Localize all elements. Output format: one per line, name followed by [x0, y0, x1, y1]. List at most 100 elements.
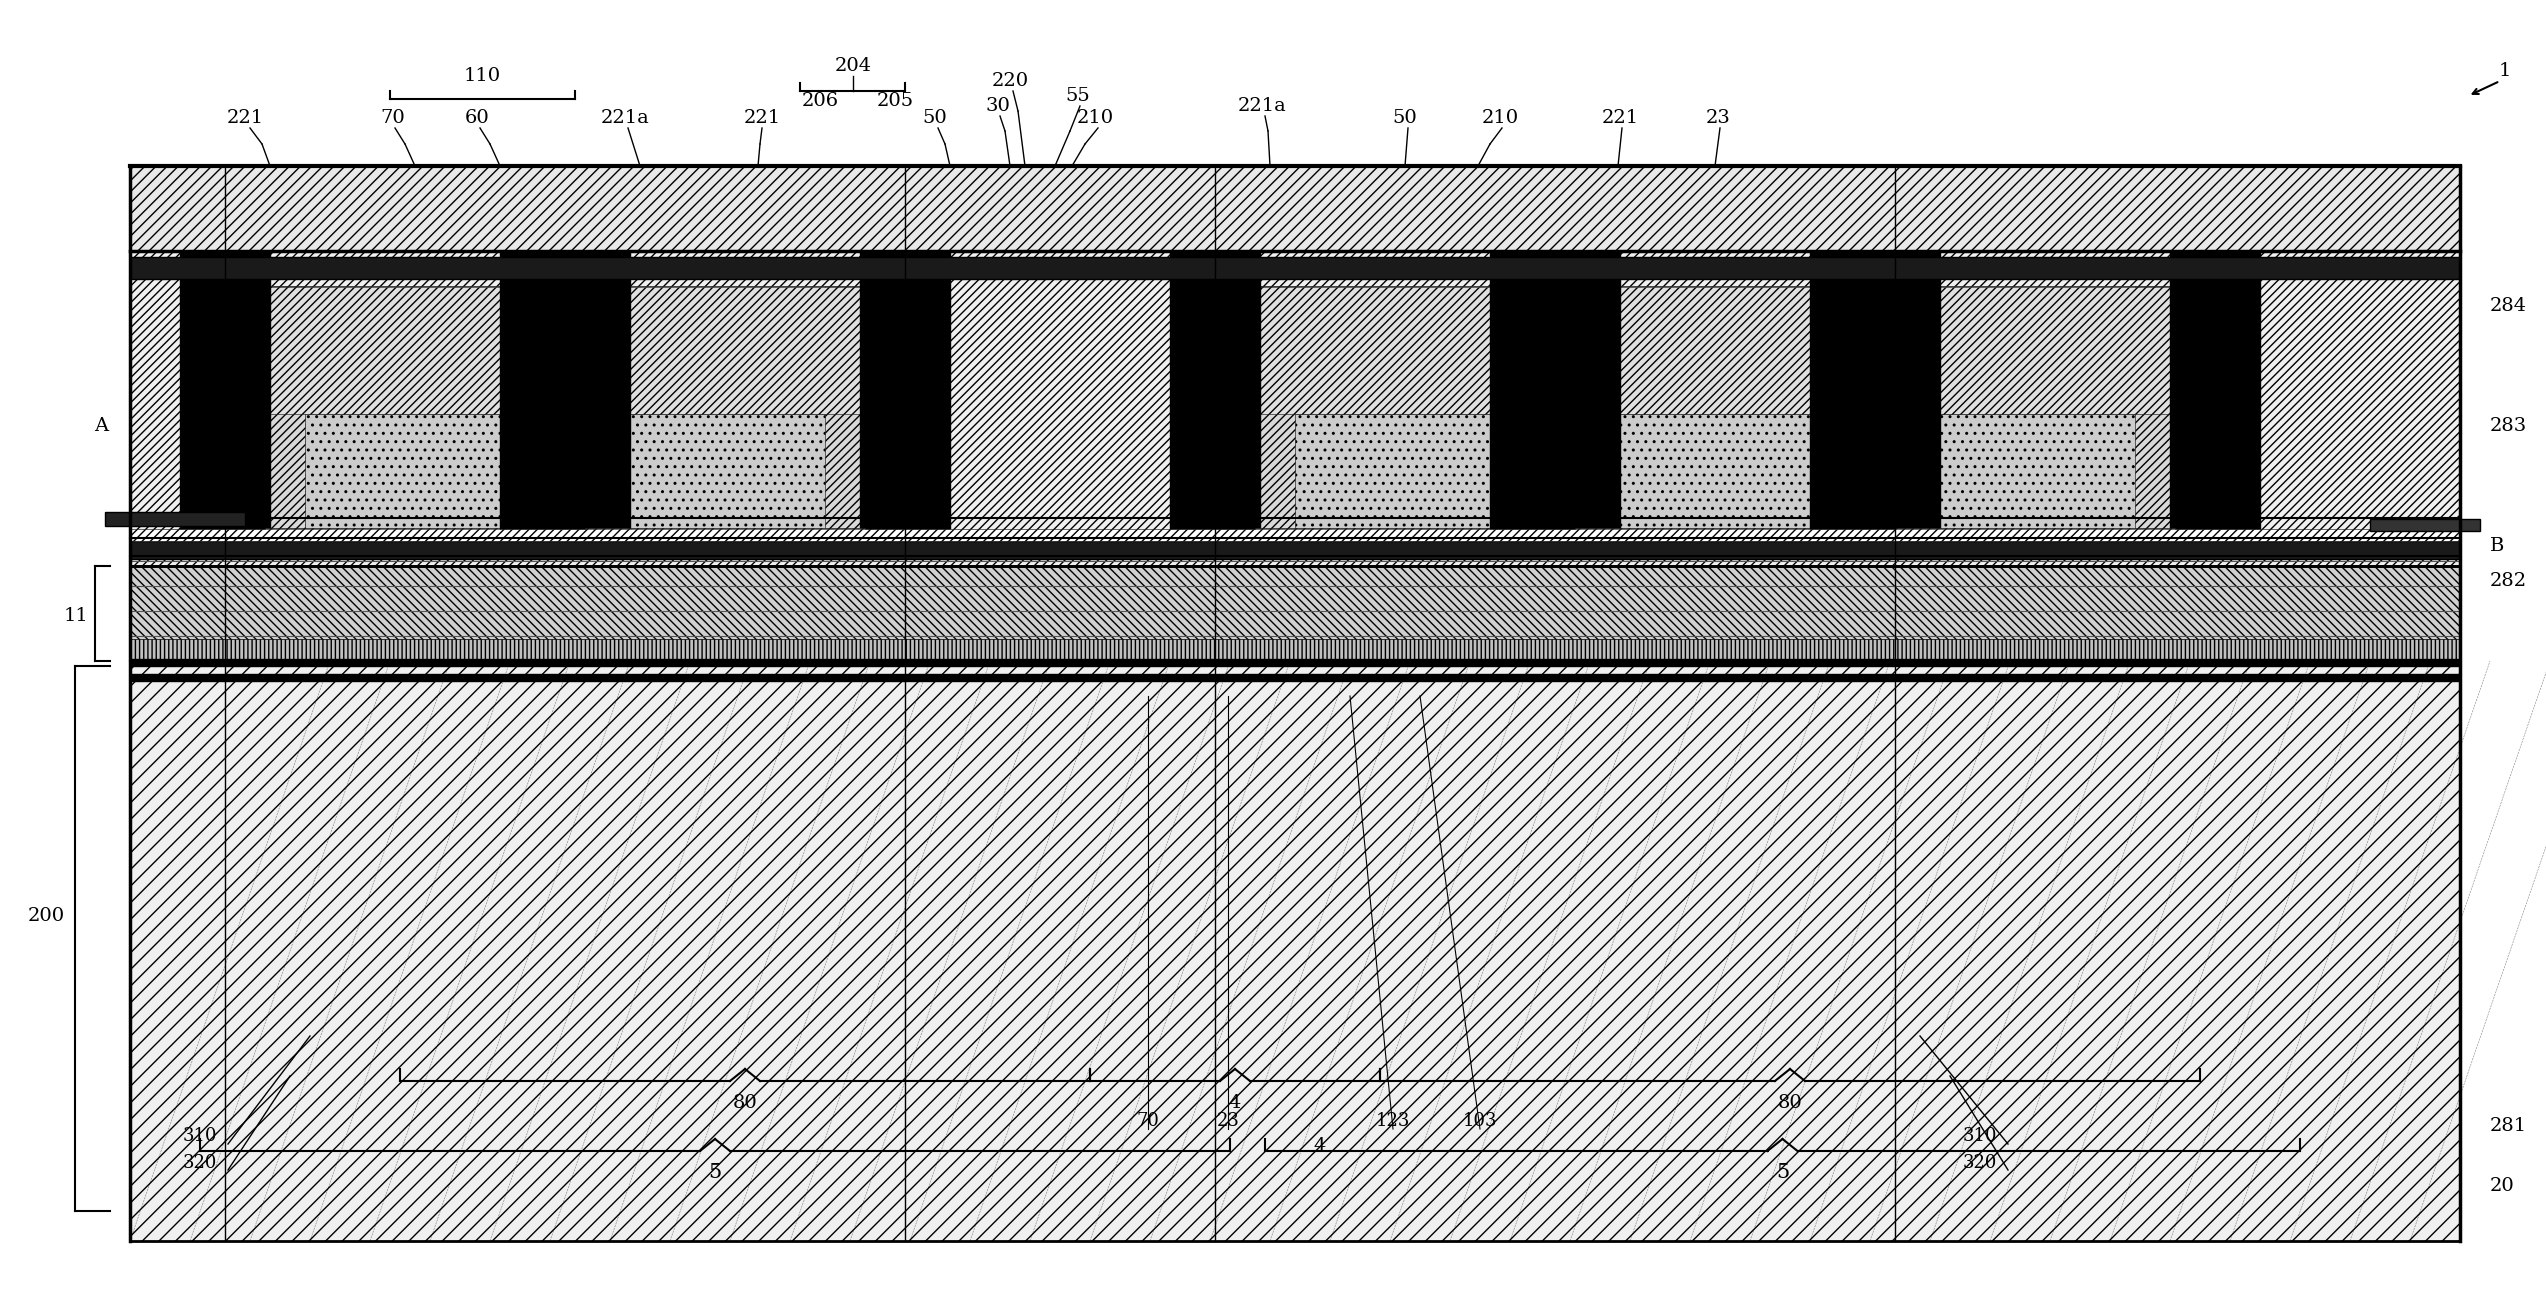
Bar: [825, 286, 861, 540]
Bar: [1899, 286, 2169, 413]
Bar: [130, 566, 2459, 661]
Text: 320: 320: [1963, 1153, 1996, 1172]
Text: 80: 80: [1777, 1094, 1803, 1112]
Text: 30: 30: [985, 97, 1011, 115]
Text: 70: 70: [379, 109, 405, 127]
Text: 221a: 221a: [601, 109, 649, 127]
Bar: [586, 527, 866, 538]
Bar: [2370, 518, 2480, 531]
Text: 110: 110: [463, 67, 502, 86]
Bar: [130, 658, 2459, 666]
Text: A: A: [94, 417, 107, 435]
Text: 80: 80: [733, 1094, 756, 1112]
Text: 281: 281: [2490, 1117, 2528, 1135]
Text: 221: 221: [743, 109, 782, 127]
Text: 210: 210: [1482, 109, 1517, 127]
Bar: [1171, 251, 1260, 540]
Bar: [1255, 538, 1535, 556]
Text: 23: 23: [1217, 1112, 1240, 1130]
Bar: [591, 286, 624, 540]
Text: 5: 5: [708, 1164, 721, 1182]
Bar: [130, 529, 2459, 540]
Text: 20: 20: [2490, 1177, 2515, 1195]
Bar: [1260, 286, 1530, 413]
Text: 310: 310: [183, 1128, 216, 1144]
Bar: [1489, 251, 1581, 540]
Bar: [130, 661, 2459, 1242]
Bar: [130, 166, 2459, 251]
Text: 50: 50: [922, 109, 947, 127]
Text: 284: 284: [2490, 297, 2528, 315]
Bar: [1291, 413, 1500, 540]
Bar: [270, 286, 540, 540]
Bar: [861, 251, 950, 540]
Text: 200: 200: [28, 907, 66, 925]
Text: 1: 1: [2498, 62, 2510, 80]
Bar: [265, 538, 545, 556]
Bar: [1530, 251, 1619, 540]
Text: 60: 60: [463, 109, 489, 127]
Text: 206: 206: [802, 92, 838, 110]
Text: 210: 210: [1077, 109, 1113, 127]
Bar: [504, 286, 540, 540]
Bar: [540, 251, 629, 540]
Bar: [1260, 286, 1530, 540]
Bar: [265, 527, 545, 538]
Bar: [104, 512, 244, 526]
Bar: [130, 639, 2459, 661]
Bar: [621, 413, 830, 540]
Bar: [130, 251, 2459, 566]
Bar: [1581, 286, 1614, 540]
Bar: [130, 540, 2459, 559]
Text: 320: 320: [183, 1153, 216, 1172]
Bar: [1810, 251, 1899, 540]
Bar: [1930, 413, 2141, 540]
Text: 221: 221: [1601, 109, 1640, 127]
Bar: [1260, 286, 1296, 540]
Bar: [1576, 538, 1856, 556]
Text: 220: 220: [990, 73, 1029, 89]
Bar: [1581, 286, 1851, 540]
Bar: [300, 413, 509, 540]
Bar: [270, 286, 306, 540]
Text: 283: 283: [2490, 417, 2528, 435]
Bar: [1815, 286, 1851, 540]
Bar: [2169, 251, 2261, 540]
Bar: [1609, 413, 1820, 540]
Text: 123: 123: [1375, 1112, 1410, 1130]
Text: 50: 50: [1393, 109, 1418, 127]
Bar: [1255, 527, 1535, 538]
Text: 55: 55: [1067, 87, 1090, 105]
Text: 11: 11: [64, 607, 89, 625]
Text: 5: 5: [1777, 1164, 1790, 1182]
Text: 23: 23: [1706, 109, 1731, 127]
Bar: [270, 286, 540, 413]
Bar: [130, 257, 2459, 279]
Text: B: B: [2490, 537, 2505, 555]
Text: 205: 205: [876, 92, 914, 110]
Bar: [591, 286, 861, 540]
Bar: [1495, 286, 1530, 540]
Bar: [130, 674, 2459, 680]
Text: 70: 70: [1136, 1112, 1158, 1130]
Text: 221: 221: [227, 109, 265, 127]
Bar: [1851, 251, 1940, 540]
Text: 4: 4: [1230, 1094, 1242, 1112]
Bar: [2136, 286, 2169, 540]
Bar: [1576, 527, 1856, 538]
Bar: [586, 538, 866, 556]
Bar: [181, 251, 270, 540]
Bar: [499, 251, 591, 540]
Bar: [591, 286, 861, 413]
Text: 204: 204: [835, 57, 871, 75]
Bar: [1899, 286, 2169, 540]
Bar: [1894, 527, 2174, 538]
Bar: [1894, 538, 2174, 556]
Bar: [1899, 286, 1935, 540]
Text: 221a: 221a: [1237, 97, 1286, 115]
Text: 103: 103: [1464, 1112, 1497, 1130]
Bar: [1581, 286, 1851, 413]
Text: 4: 4: [1314, 1137, 1326, 1155]
Text: 310: 310: [1963, 1128, 1996, 1144]
Text: 282: 282: [2490, 572, 2528, 590]
